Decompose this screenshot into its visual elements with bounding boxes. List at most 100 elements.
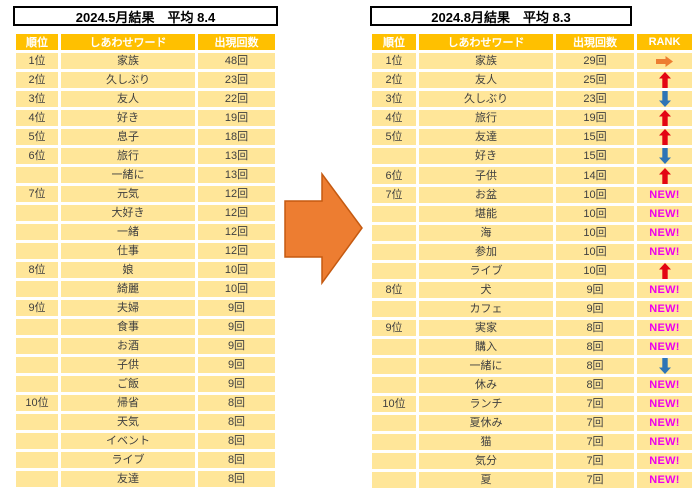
table-row: 3位 友人 22回 xyxy=(16,91,275,107)
rank-cell: 9位 xyxy=(16,300,58,316)
count-cell: 8回 xyxy=(198,471,275,487)
count-cell: 9回 xyxy=(556,300,634,317)
count-cell: 8回 xyxy=(198,452,275,468)
table-row: 綺麗 10回 xyxy=(16,281,275,297)
count-cell: 8回 xyxy=(556,338,634,355)
count-cell: 10回 xyxy=(556,186,634,203)
rank-down-icon xyxy=(658,91,671,108)
count-cell: 12回 xyxy=(198,243,275,259)
word-cell: ライブ xyxy=(61,452,195,468)
header-row: 順位 しあわせワード 出現回数 RANK xyxy=(372,34,692,50)
word-cell: 友人 xyxy=(61,91,195,107)
word-cell: 元気 xyxy=(61,186,195,202)
table-row: 子供 9回 xyxy=(16,357,275,373)
rank-cell xyxy=(372,262,416,279)
table-row: 3位 久しぶり 23回 xyxy=(372,91,692,108)
rank-cell xyxy=(16,319,58,335)
count-cell: 13回 xyxy=(198,167,275,183)
rank-up-icon xyxy=(658,167,671,184)
august-results-title: 2024.8月結果 平均 8.3 xyxy=(370,6,632,26)
table-row: 友達 8回 xyxy=(16,471,275,487)
count-cell: 12回 xyxy=(198,224,275,240)
header-row: 順位 しあわせワード 出現回数 xyxy=(16,34,275,50)
count-cell: 25回 xyxy=(556,72,634,89)
trend-cell xyxy=(637,262,692,279)
table-row: 5位 友達 15回 xyxy=(372,129,692,146)
table-row: ご飯 9回 xyxy=(16,376,275,392)
count-cell: 9回 xyxy=(198,300,275,316)
count-cell: 9回 xyxy=(198,357,275,373)
rank-cell xyxy=(372,148,416,165)
rank-same-icon xyxy=(656,55,673,67)
table-row: 9位 実家 8回 NEW! xyxy=(372,319,692,336)
count-cell: 10回 xyxy=(556,224,634,241)
count-cell: 12回 xyxy=(198,205,275,221)
table-row: 堪能 10回 NEW! xyxy=(372,205,692,222)
count-cell: 19回 xyxy=(198,110,275,126)
trend-cell: NEW! xyxy=(637,376,692,393)
table-row: ライブ 10回 xyxy=(372,262,692,279)
count-cell: 13回 xyxy=(198,148,275,164)
table-row: お酒 9回 xyxy=(16,338,275,354)
count-cell: 7回 xyxy=(556,452,634,469)
trend-cell: NEW! xyxy=(637,281,692,298)
count-cell: 29回 xyxy=(556,53,634,69)
word-cell: 友達 xyxy=(419,129,553,146)
new-badge: NEW! xyxy=(649,245,680,258)
table-row: 夏 7回 NEW! xyxy=(372,471,692,488)
trend-cell xyxy=(637,72,692,89)
word-cell: 旅行 xyxy=(419,110,553,127)
new-badge: NEW! xyxy=(649,226,680,239)
trend-cell: NEW! xyxy=(637,338,692,355)
rank-cell: 4位 xyxy=(16,110,58,126)
rank-cell: 3位 xyxy=(372,91,416,108)
rank-up-icon xyxy=(658,110,671,127)
table-row: 大好き 12回 xyxy=(16,205,275,221)
word-cell: 夏 xyxy=(419,471,553,488)
word-cell: 子供 xyxy=(61,357,195,373)
count-cell: 8回 xyxy=(198,433,275,449)
word-cell: ランチ xyxy=(419,395,553,412)
new-badge: NEW! xyxy=(649,283,680,296)
trend-cell xyxy=(637,53,692,69)
count-cell: 10回 xyxy=(556,262,634,279)
rank-cell: 10位 xyxy=(16,395,58,411)
rank-cell: 5位 xyxy=(372,129,416,146)
word-cell: 夫婦 xyxy=(61,300,195,316)
count-cell: 9回 xyxy=(198,376,275,392)
count-cell: 18回 xyxy=(198,129,275,145)
count-cell: 48回 xyxy=(198,53,275,69)
table-row: 10位 ランチ 7回 NEW! xyxy=(372,395,692,412)
word-cell: 子供 xyxy=(419,167,553,184)
word-cell: ご飯 xyxy=(61,376,195,392)
table-row: 7位 お盆 10回 NEW! xyxy=(372,186,692,203)
table-row: 9位 夫婦 9回 xyxy=(16,300,275,316)
word-cell: 家族 xyxy=(419,53,553,69)
table-row: 5位 息子 18回 xyxy=(16,129,275,145)
rank-cell xyxy=(16,376,58,392)
trend-cell xyxy=(637,129,692,146)
count-cell: 10回 xyxy=(198,262,275,278)
may-results-title: 2024.5月結果 平均 8.4 xyxy=(13,6,278,26)
rank-up-icon xyxy=(658,72,671,89)
count-cell: 10回 xyxy=(198,281,275,297)
rank-cell xyxy=(372,224,416,241)
table-row: 猫 7回 NEW! xyxy=(372,433,692,450)
column-header: 出現回数 xyxy=(556,34,634,50)
count-cell: 15回 xyxy=(556,148,634,165)
word-cell: 一緒 xyxy=(61,224,195,240)
rank-down-icon xyxy=(658,357,671,374)
table-row: 4位 好き 19回 xyxy=(16,110,275,126)
word-cell: 休み xyxy=(419,376,553,393)
word-cell: イベント xyxy=(61,433,195,449)
count-cell: 15回 xyxy=(556,129,634,146)
word-cell: 友人 xyxy=(419,72,553,89)
rank-cell xyxy=(16,338,58,354)
trend-cell xyxy=(637,148,692,165)
count-cell: 9回 xyxy=(198,338,275,354)
word-cell: 家族 xyxy=(61,53,195,69)
word-cell: 綺麗 xyxy=(61,281,195,297)
rank-cell xyxy=(16,167,58,183)
table-row: 1位 家族 48回 xyxy=(16,53,275,69)
table-row: 4位 旅行 19回 xyxy=(372,110,692,127)
